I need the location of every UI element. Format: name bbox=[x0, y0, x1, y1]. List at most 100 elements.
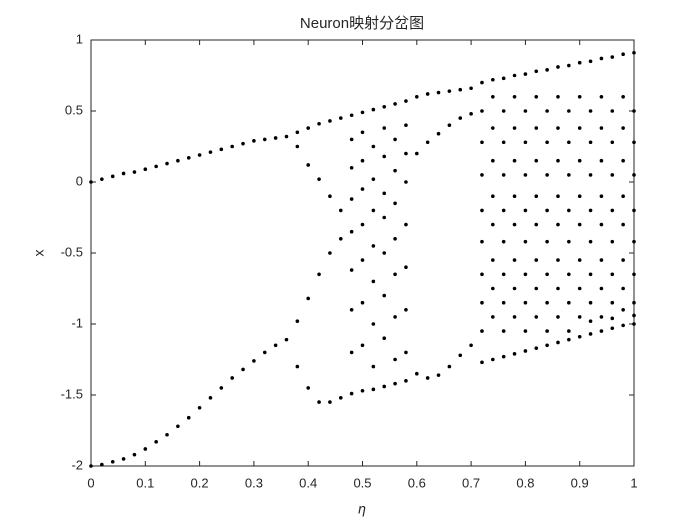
point bbox=[621, 308, 625, 312]
point bbox=[632, 300, 636, 305]
point bbox=[545, 300, 549, 305]
point bbox=[241, 367, 245, 372]
point bbox=[512, 95, 517, 99]
point bbox=[219, 147, 224, 152]
point bbox=[501, 173, 506, 177]
point bbox=[534, 258, 539, 262]
point bbox=[512, 258, 517, 262]
point bbox=[610, 300, 615, 305]
point bbox=[610, 173, 615, 177]
point bbox=[425, 140, 430, 145]
point bbox=[338, 116, 343, 120]
point bbox=[567, 109, 571, 113]
point bbox=[577, 60, 582, 65]
point bbox=[382, 251, 387, 255]
point bbox=[556, 65, 560, 69]
point bbox=[632, 322, 636, 326]
point bbox=[501, 140, 506, 145]
point bbox=[404, 180, 408, 184]
point bbox=[371, 144, 376, 149]
point bbox=[577, 286, 582, 291]
point bbox=[382, 336, 387, 341]
point bbox=[610, 272, 615, 277]
point bbox=[556, 158, 560, 163]
point bbox=[328, 400, 332, 404]
point bbox=[371, 208, 376, 213]
point bbox=[599, 286, 604, 291]
point bbox=[534, 286, 539, 291]
point bbox=[393, 381, 397, 386]
point bbox=[371, 177, 376, 181]
point bbox=[556, 286, 560, 291]
point bbox=[491, 258, 495, 262]
point bbox=[349, 113, 354, 118]
y-tick-label: -0.5 bbox=[61, 244, 83, 259]
point bbox=[415, 371, 419, 376]
point bbox=[393, 102, 397, 106]
point bbox=[556, 126, 560, 130]
point bbox=[306, 126, 311, 130]
point bbox=[632, 140, 636, 145]
point bbox=[338, 208, 343, 213]
point bbox=[545, 109, 549, 113]
point bbox=[349, 268, 354, 272]
point bbox=[501, 300, 506, 305]
point bbox=[599, 158, 604, 163]
x-tick-label: 1 bbox=[630, 475, 637, 490]
point bbox=[588, 208, 593, 213]
point bbox=[512, 315, 517, 319]
point bbox=[577, 194, 582, 198]
point bbox=[338, 237, 343, 241]
point bbox=[512, 158, 517, 163]
point bbox=[306, 386, 311, 390]
point bbox=[621, 258, 625, 262]
point bbox=[382, 154, 387, 159]
point bbox=[534, 158, 539, 163]
point bbox=[165, 161, 169, 166]
point bbox=[632, 313, 636, 318]
point bbox=[523, 109, 528, 113]
point bbox=[621, 158, 625, 163]
point bbox=[491, 286, 495, 291]
point bbox=[599, 222, 604, 227]
point bbox=[393, 315, 397, 319]
point bbox=[567, 300, 571, 305]
point bbox=[371, 322, 376, 326]
point bbox=[480, 208, 484, 213]
point bbox=[632, 272, 636, 277]
point bbox=[404, 379, 408, 383]
point bbox=[371, 244, 376, 248]
point bbox=[491, 222, 495, 227]
point bbox=[545, 329, 549, 333]
point bbox=[360, 130, 365, 135]
point bbox=[262, 350, 267, 355]
point bbox=[567, 173, 571, 177]
point bbox=[110, 174, 115, 179]
point bbox=[480, 173, 484, 177]
x-tick-label: 0.2 bbox=[191, 475, 209, 490]
point bbox=[436, 90, 441, 95]
point bbox=[404, 350, 408, 355]
point bbox=[447, 364, 452, 369]
point bbox=[360, 343, 365, 348]
point bbox=[577, 315, 582, 319]
point bbox=[349, 308, 354, 312]
point bbox=[610, 109, 615, 113]
point bbox=[393, 237, 397, 241]
point bbox=[577, 258, 582, 262]
point bbox=[588, 319, 593, 323]
point bbox=[208, 150, 213, 154]
point bbox=[371, 107, 376, 112]
point bbox=[284, 337, 289, 342]
point bbox=[534, 194, 539, 198]
point bbox=[534, 315, 539, 319]
point bbox=[143, 447, 148, 451]
point bbox=[491, 126, 495, 130]
point bbox=[100, 462, 104, 467]
point bbox=[512, 194, 517, 198]
point bbox=[632, 173, 636, 177]
point bbox=[491, 77, 495, 82]
point bbox=[599, 95, 604, 99]
point bbox=[491, 194, 495, 198]
point bbox=[621, 194, 625, 198]
